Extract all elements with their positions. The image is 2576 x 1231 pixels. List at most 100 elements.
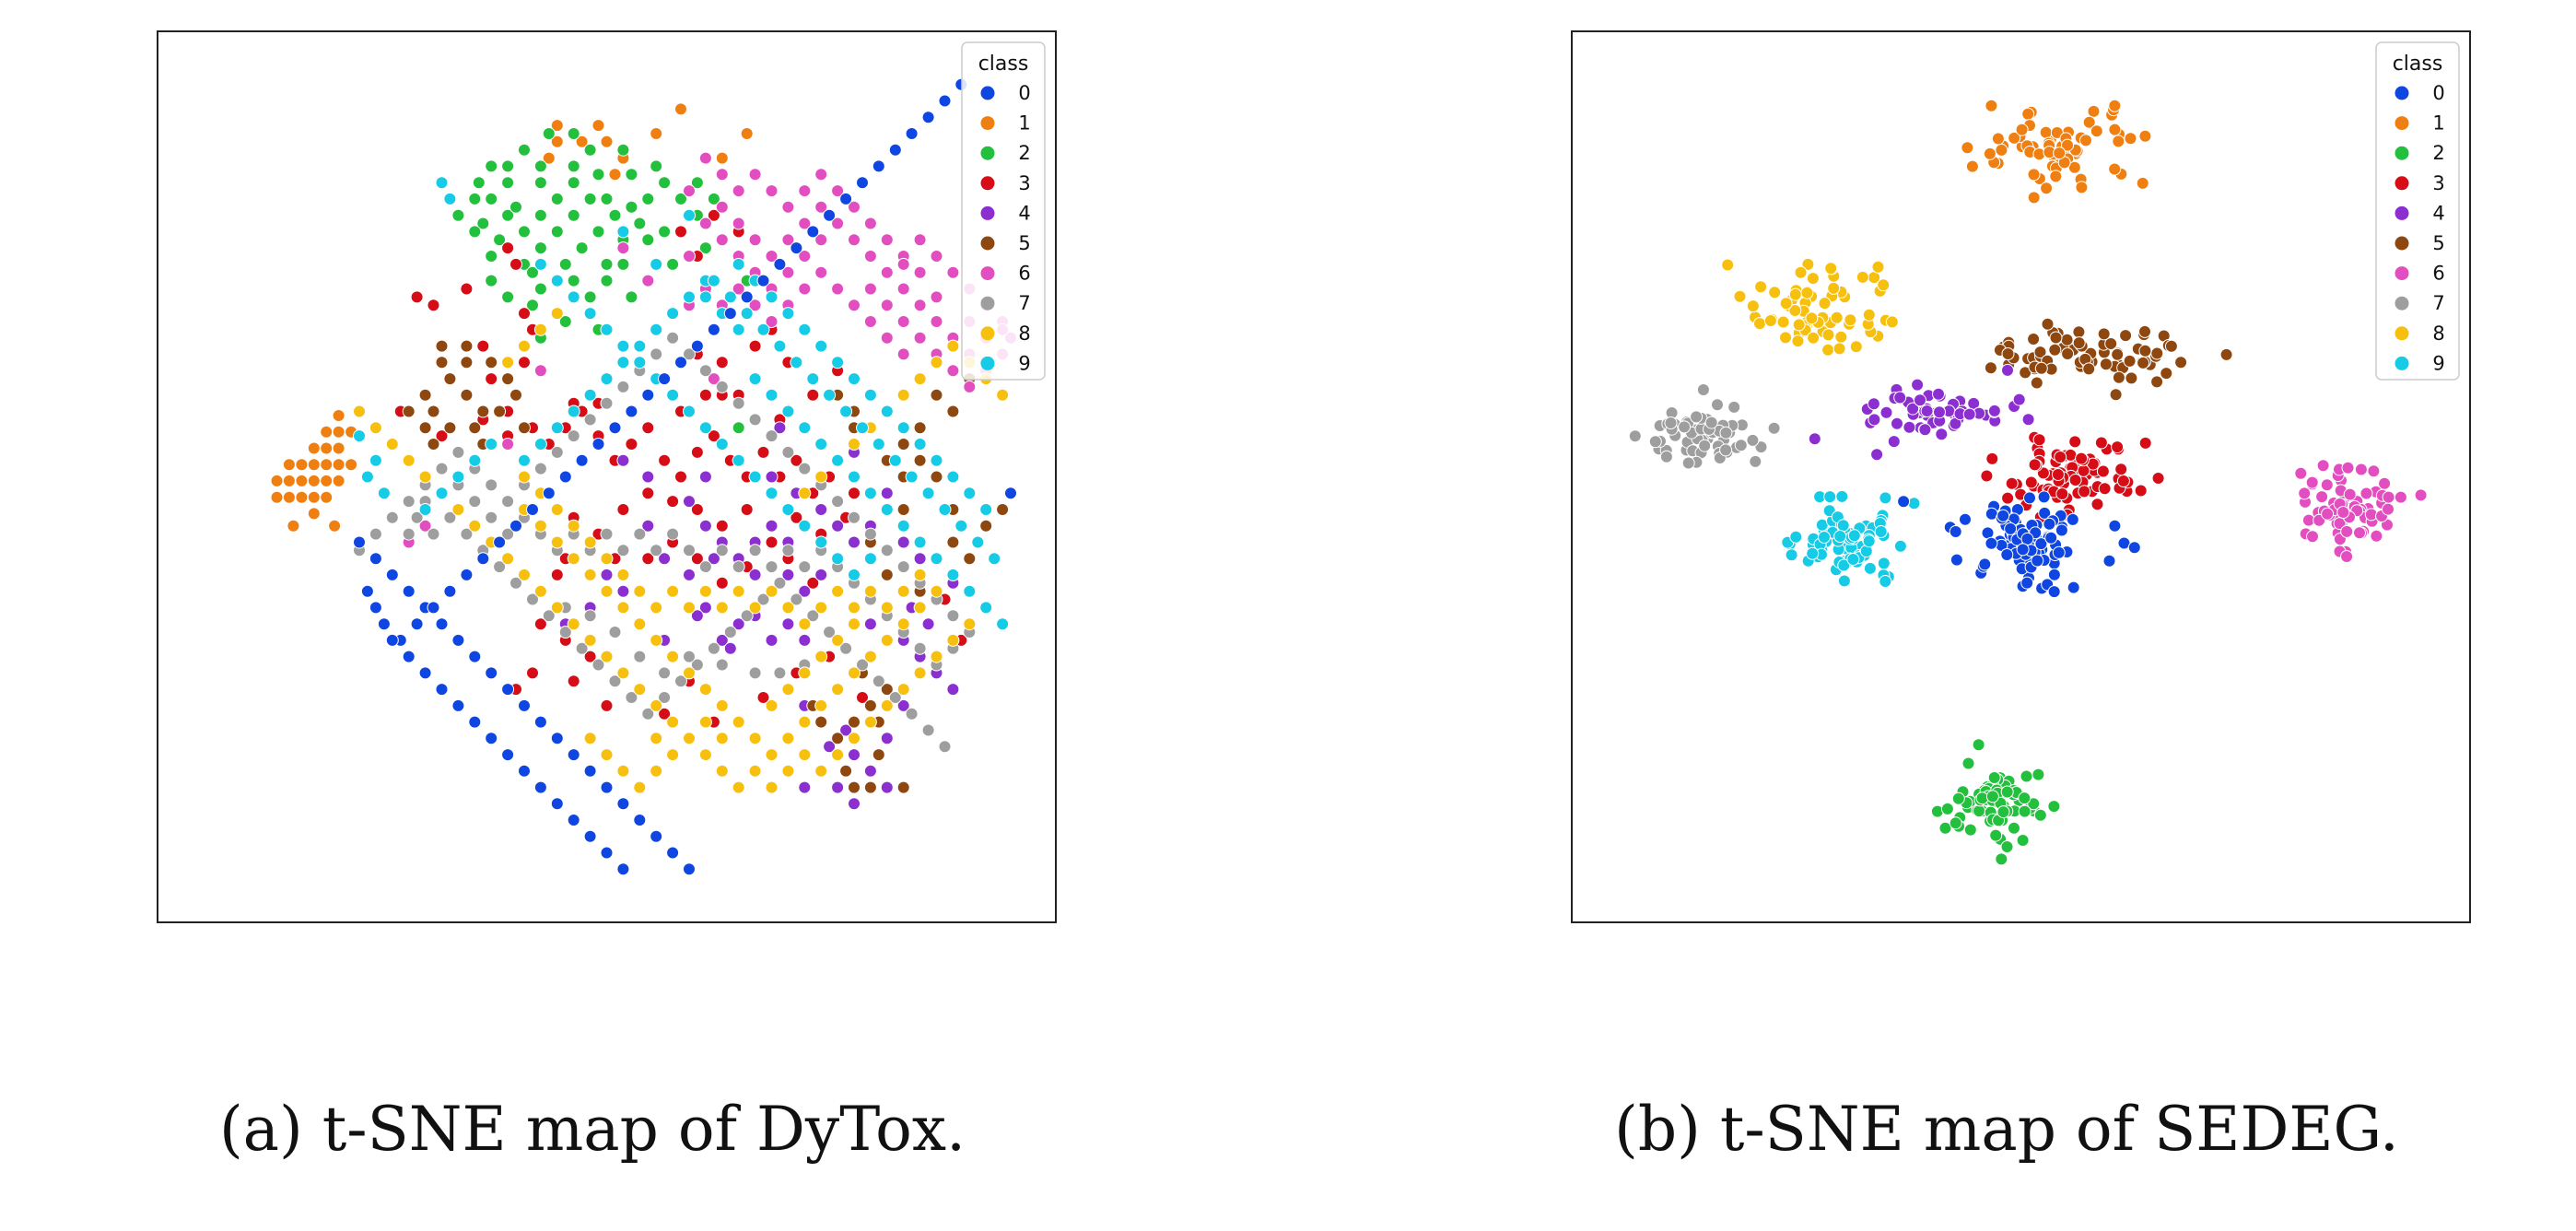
scatter-point-class-5 <box>501 372 515 386</box>
scatter-point-class-7 <box>600 527 614 541</box>
scatter-point-class-1 <box>2079 134 2092 147</box>
scatter-point-class-9 <box>798 519 812 533</box>
scatter-point-class-5 <box>930 388 943 402</box>
scatter-point-class-7 <box>740 609 754 623</box>
scatter-point-class-5 <box>2049 331 2063 345</box>
scatter-point-class-8 <box>748 764 762 778</box>
scatter-point-class-7 <box>938 740 952 754</box>
scatter-point-class-9 <box>913 438 927 451</box>
scatter-point-class-2 <box>583 290 597 304</box>
scatter-point-class-7 <box>666 527 680 541</box>
scatter-point-class-8 <box>1779 331 1792 345</box>
scatter-point-class-6 <box>913 233 927 247</box>
scatter-point-class-9 <box>946 470 960 484</box>
scatter-point-class-1 <box>608 168 622 182</box>
scatter-point-class-6 <box>798 217 812 230</box>
scatter-point-class-2 <box>526 265 539 279</box>
scatter-point-class-3 <box>698 388 712 402</box>
scatter-point-class-3 <box>2116 475 2130 487</box>
scatter-point-class-4 <box>683 568 696 581</box>
scatter-point-class-7 <box>533 462 547 475</box>
scatter-point-class-0 <box>2004 522 2018 535</box>
scatter-point-class-3 <box>2001 491 2015 505</box>
scatter-point-class-8 <box>1821 328 1835 342</box>
scatter-point-class-4 <box>698 470 712 484</box>
scatter-point-class-6 <box>707 372 720 386</box>
scatter-point-class-0 <box>1959 512 1972 526</box>
scatter-point-class-2 <box>550 192 564 205</box>
scatter-point-class-1 <box>2027 191 2041 205</box>
scatter-point-class-2 <box>533 176 547 190</box>
scatter-point-class-1 <box>2136 176 2149 190</box>
scatter-point-class-9 <box>666 307 680 321</box>
scatter-point-class-0 <box>2067 580 2080 594</box>
scatter-point-class-8 <box>880 601 894 615</box>
scatter-point-class-5 <box>963 552 977 566</box>
scatter-point-class-1 <box>674 102 687 116</box>
scatter-point-class-8 <box>748 601 762 615</box>
scatter-point-class-9 <box>806 372 820 386</box>
scatter-point-class-1 <box>295 490 309 504</box>
scatter-point-class-8 <box>913 666 927 680</box>
scatter-point-class-5 <box>427 404 440 418</box>
scatter-point-class-2 <box>600 274 614 287</box>
scatter-point-class-4 <box>1870 448 1884 462</box>
scatter-point-class-2 <box>485 192 498 205</box>
scatter-point-class-7 <box>698 560 712 574</box>
scatter-point-class-5 <box>839 764 853 778</box>
scatter-point-class-2 <box>501 176 515 190</box>
scatter-point-class-7 <box>608 626 622 639</box>
legend-label-class-2: 2 <box>2432 142 2444 164</box>
scatter-point-class-6 <box>880 299 894 312</box>
scatter-point-class-7 <box>501 527 515 541</box>
scatter-point-class-0 <box>435 617 449 631</box>
scatter-point-class-0 <box>616 862 630 876</box>
scatter-point-class-7 <box>905 707 919 721</box>
scatter-point-class-0 <box>856 176 869 190</box>
scatter-point-class-9 <box>616 356 630 369</box>
scatter-point-class-8 <box>880 633 894 647</box>
scatter-point-class-6 <box>781 200 795 214</box>
scatter-point-class-9 <box>1818 531 1831 544</box>
scatter-point-class-0 <box>501 748 515 762</box>
scatter-point-class-6 <box>848 299 861 312</box>
scatter-point-class-9 <box>781 503 795 516</box>
scatter-point-class-8 <box>550 535 564 549</box>
scatter-point-class-3 <box>658 707 672 721</box>
caption-dytox: (a) t-SNE map of DyTox. <box>219 1094 966 1165</box>
scatter-point-class-0 <box>905 127 919 140</box>
scatter-point-class-1 <box>320 474 334 487</box>
scatter-point-class-4 <box>1887 435 1901 449</box>
scatter-point-class-9 <box>839 404 853 418</box>
scatter-point-class-0 <box>542 487 556 500</box>
legend-marker-class-2 <box>2395 146 2409 160</box>
scatter-point-class-8 <box>798 666 812 680</box>
scatter-point-class-7 <box>501 495 515 509</box>
scatter-point-class-9 <box>533 438 547 451</box>
scatter-point-class-6 <box>963 380 977 393</box>
scatter-point-class-7 <box>781 544 795 557</box>
scatter-point-class-5 <box>979 519 993 533</box>
scatter-point-class-2 <box>567 127 580 140</box>
scatter-point-class-6 <box>683 250 696 263</box>
scatter-point-class-6 <box>732 282 745 296</box>
scatter-point-class-8 <box>1805 311 1819 325</box>
scatter-point-class-8 <box>1832 342 1846 356</box>
scatter-point-class-7 <box>790 592 803 606</box>
scatter-point-class-6 <box>2382 502 2395 516</box>
scatter-point-class-1 <box>328 519 342 533</box>
scatter-point-class-8 <box>518 339 531 353</box>
scatter-point-class-6 <box>896 282 910 296</box>
scatter-point-class-8 <box>765 584 779 598</box>
scatter-point-class-2 <box>567 159 580 173</box>
scatter-point-class-3 <box>526 666 539 680</box>
scatter-point-class-6 <box>848 233 861 247</box>
scatter-point-class-8 <box>533 519 547 533</box>
scatter-point-class-2 <box>509 200 522 214</box>
scatter-point-class-9 <box>896 421 910 435</box>
scatter-point-class-1 <box>591 119 605 133</box>
scatter-point-class-2 <box>2018 791 2032 805</box>
scatter-point-class-0 <box>1949 525 1962 538</box>
scatter-point-class-7 <box>493 560 507 574</box>
scatter-point-class-5 <box>913 453 927 467</box>
